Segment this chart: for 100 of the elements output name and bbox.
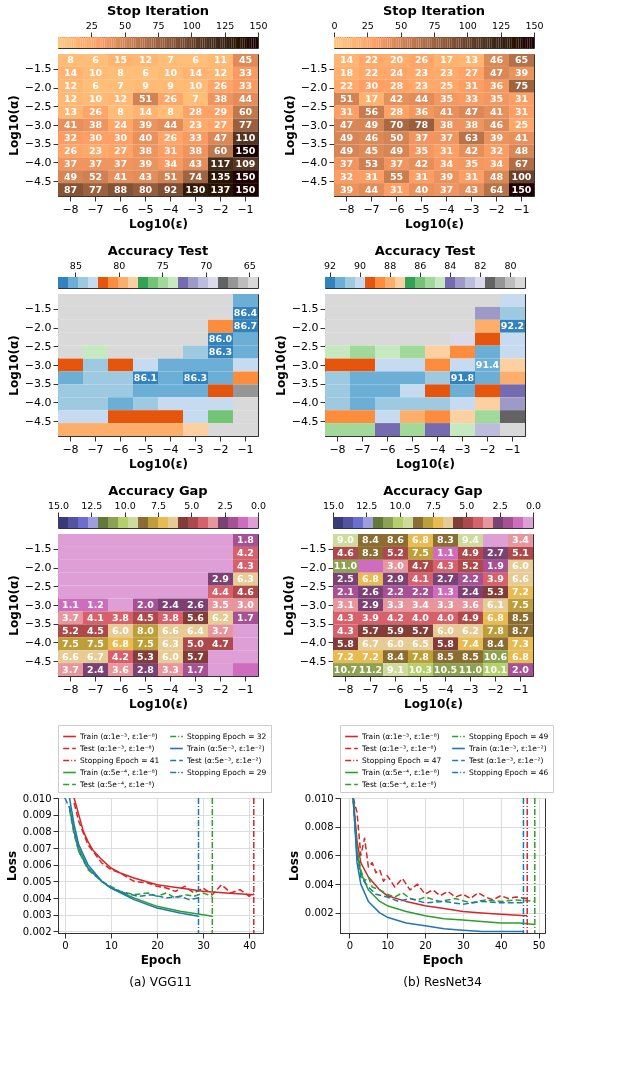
data-label: 31	[439, 144, 454, 156]
x-tick-label: −6	[112, 202, 129, 216]
x-tick-label: −4	[162, 442, 179, 456]
x-tick-label: −7	[363, 202, 380, 216]
data-label: 6.0	[512, 560, 530, 572]
data-label: 18	[339, 67, 354, 79]
data-label: 1.8	[237, 534, 255, 546]
x-axis-title: Log10(ε)	[405, 216, 464, 231]
data-label: 5.2	[462, 560, 479, 572]
y-tick-label: −3.5	[24, 617, 52, 631]
data-label: 4.3	[337, 611, 354, 623]
data-label: 3.8	[112, 611, 130, 623]
data-label: 5.1	[512, 547, 529, 559]
data-label: 53	[364, 157, 379, 169]
y-tick-label: −4.0	[24, 155, 52, 169]
data-label: 3.0	[387, 560, 405, 572]
data-label: 35	[414, 144, 429, 156]
data-label: 3.6	[462, 599, 480, 610]
color-bar-label: 150	[525, 19, 544, 31]
data-label: 51	[339, 93, 354, 105]
y-tick-label: −1.5	[24, 542, 52, 556]
data-label: 2.2	[462, 573, 479, 585]
color-bar-label: 84	[444, 259, 457, 271]
data-label: 44	[414, 93, 429, 105]
data-label: 6	[92, 54, 100, 66]
data-label: 30	[113, 131, 128, 143]
data-label: 26	[63, 144, 78, 156]
data-label: 7.5	[137, 637, 154, 649]
data-label: 6.7	[87, 650, 104, 662]
y-tick-label: −4.0	[24, 635, 52, 649]
data-label: 6.0	[437, 624, 455, 636]
data-label: 5.3	[137, 650, 154, 662]
data-label: 45	[238, 54, 253, 66]
data-label: 38	[439, 119, 454, 130]
data-label: 117	[210, 157, 231, 169]
y-tick-label: 0.004	[304, 878, 334, 890]
data-label: 3.3	[387, 599, 404, 610]
y-tick-label: −2.5	[299, 579, 327, 593]
data-label: 86.3	[183, 371, 208, 383]
color-bar-label: 2.5	[492, 499, 508, 511]
data-label: 150	[511, 183, 532, 195]
x-axis-title: Log10(ε)	[129, 456, 188, 471]
color-bar-label: 88	[384, 259, 397, 271]
y-tick-label: 0.009	[22, 809, 52, 821]
y-tick-label: 0.006	[22, 859, 52, 871]
x-axis-title: Log10(ε)	[129, 696, 188, 711]
color-bar-label: 25	[361, 19, 374, 31]
x-tick-label: −1	[504, 442, 521, 456]
y-tick-label: −3.0	[299, 598, 327, 612]
data-label: 46	[489, 54, 504, 66]
data-label: 10	[163, 67, 178, 79]
x-tick-label: −1	[512, 682, 529, 696]
data-label: 27	[113, 144, 128, 156]
color-bar-label: 15.0	[47, 499, 70, 511]
data-label: 56	[364, 106, 379, 118]
data-label: 6.8	[362, 573, 380, 585]
data-label: 4.3	[237, 560, 254, 572]
x-tick-label: −2	[488, 202, 505, 216]
data-label: 4.6	[237, 586, 255, 598]
data-label: 31	[514, 93, 529, 105]
x-tick-label: −1	[513, 202, 530, 216]
x-tick-label: −8	[62, 202, 79, 216]
data-label: 12	[213, 67, 228, 79]
data-label: 67	[514, 157, 529, 169]
y-axis-title: Loss	[286, 850, 301, 882]
data-label: 2.6	[187, 599, 205, 610]
color-bar-label: 0	[331, 19, 338, 31]
data-label: 5.9	[387, 624, 404, 636]
y-tick-label: −3.0	[24, 118, 52, 132]
data-label: 74	[188, 170, 203, 182]
data-label: 5.8	[437, 637, 455, 649]
chart-title: Stop Iteration	[382, 3, 486, 18]
data-label: 44	[238, 93, 253, 105]
data-label: 78	[414, 119, 429, 130]
y-tick-label: 0.010	[22, 792, 52, 804]
color-bar-label: 82	[474, 259, 487, 271]
x-axis-title: Log10(ε)	[404, 696, 463, 711]
data-label: 14	[188, 67, 203, 79]
data-label: 32	[489, 144, 504, 156]
data-label: 5.6	[187, 611, 205, 623]
data-label: 7.2	[362, 650, 379, 662]
data-label: 41	[63, 119, 78, 130]
data-label: 13	[63, 106, 78, 118]
y-tick-label: −1.5	[299, 542, 327, 556]
data-label: 26	[163, 93, 178, 105]
chart-title: Accuracy Test	[374, 243, 476, 258]
data-label: 8.4	[362, 534, 380, 546]
x-axis-title: Log10(ε)	[129, 216, 188, 231]
data-label: 31	[364, 170, 379, 182]
data-label: 7.2	[512, 586, 529, 598]
data-label: 39	[339, 183, 354, 195]
y-axis-title: Loss	[4, 850, 19, 882]
x-tick-label: −1	[237, 682, 254, 696]
data-label: 40	[138, 131, 153, 143]
data-label: 43	[464, 183, 479, 195]
data-label: 6.0	[387, 637, 405, 649]
color-bar-label: 75	[152, 19, 165, 31]
data-label: 6.1	[487, 599, 504, 610]
data-label: 31	[514, 106, 529, 118]
y-axis-title: Log10(α)	[6, 575, 21, 636]
